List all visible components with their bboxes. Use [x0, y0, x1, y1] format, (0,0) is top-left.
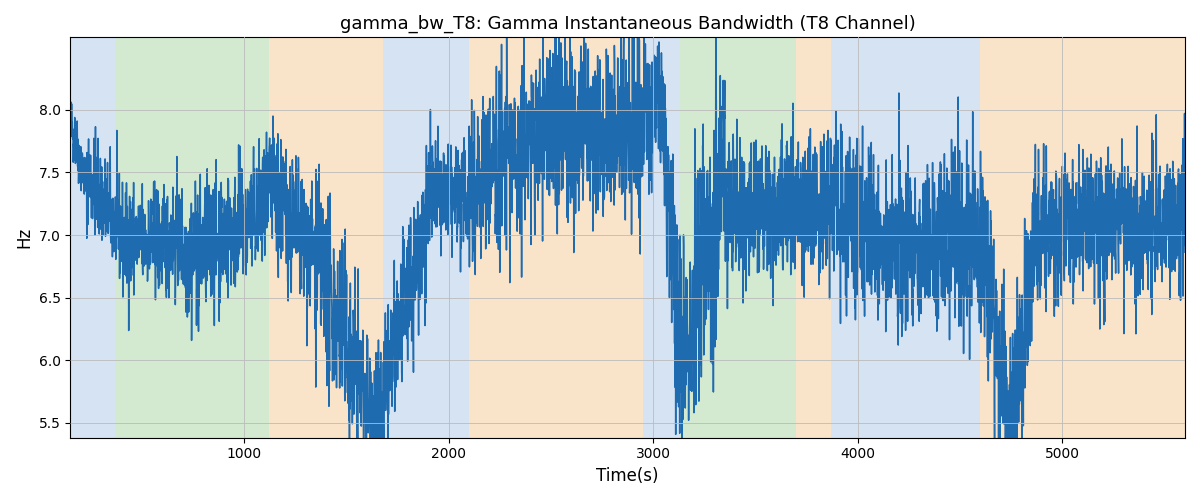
Title: gamma_bw_T8: Gamma Instantaneous Bandwidth (T8 Channel): gamma_bw_T8: Gamma Instantaneous Bandwid… — [340, 15, 916, 34]
Bar — [469, 38, 643, 438]
Bar — [797, 38, 832, 438]
Bar — [643, 38, 679, 438]
Bar — [269, 38, 383, 438]
Bar — [980, 38, 1036, 438]
Bar — [679, 38, 797, 438]
Bar — [1036, 38, 1186, 438]
Bar — [115, 38, 269, 438]
X-axis label: Time(s): Time(s) — [596, 467, 659, 485]
Bar — [383, 38, 469, 438]
Bar — [71, 38, 115, 438]
Y-axis label: Hz: Hz — [16, 227, 34, 248]
Bar — [832, 38, 980, 438]
